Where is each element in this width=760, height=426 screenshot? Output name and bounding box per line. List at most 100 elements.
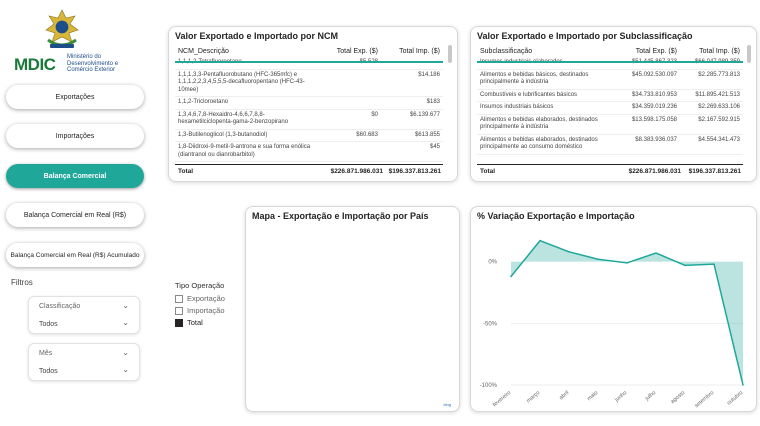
chevron-down-icon[interactable]: ⌄: [122, 365, 129, 374]
total-exp: $226.871.986.031: [330, 168, 383, 175]
table-row[interactable]: 1,1,1,2-Tetrafluoroetano$5.528: [175, 57, 443, 70]
filters-title: Filtros: [11, 278, 33, 287]
cell-description: 1,1,2-Tricloroetano: [175, 96, 319, 110]
cell-imp: $6.139.677: [381, 109, 443, 130]
nav-button-balanca-real[interactable]: Balança Comercial em Real (R$): [6, 203, 144, 227]
x-tick-label: abril: [558, 390, 570, 401]
x-tick-label: outubro: [726, 390, 744, 407]
nav-button-importacoes[interactable]: Importações: [6, 124, 144, 148]
map-attribution[interactable]: bing: [443, 402, 451, 407]
cell-description: 1,8-Diidroxi-9-metil-9-antrona e sua for…: [175, 141, 319, 162]
cell-imp: $4.554.341.473: [680, 134, 743, 155]
data-point: [742, 384, 744, 386]
scrollbar[interactable]: [747, 45, 751, 63]
column-header-ncm[interactable]: NCM_Descrição: [178, 48, 229, 55]
table-row[interactable]: 1,8-Diidroxi-9-metil-9-antrona e sua for…: [175, 141, 443, 162]
chevron-down-icon[interactable]: ⌄: [122, 348, 129, 357]
cell-exp: $60.683: [319, 129, 381, 142]
cell-imp: $2.285.773.813: [680, 69, 743, 90]
y-tick-label: 0%: [488, 260, 497, 266]
column-header-total-exp[interactable]: Total Exp. ($): [635, 48, 677, 55]
variation-area-chart[interactable]: 0% -50% -100%fevereiro março abril maio junho j…: [471, 225, 756, 410]
total-label: Total: [178, 168, 194, 175]
logo-brand: MDIC: [14, 55, 56, 74]
coat-of-arms-icon: [45, 9, 79, 48]
table-row[interactable]: Insumos industriais básicos $34.359.019.2…: [477, 101, 743, 115]
cell-exp: $34.359.019.236: [617, 101, 680, 115]
data-point: [655, 252, 657, 254]
chevron-down-icon[interactable]: ⌄: [122, 301, 129, 310]
scrollbar[interactable]: [448, 45, 452, 63]
x-tick-label: maio: [586, 390, 599, 402]
cell-imp: $183: [381, 96, 443, 110]
total-imp: $196.337.813.261: [688, 168, 741, 175]
ncm-table: NCM_Descrição Total Exp. ($) Total Imp. …: [175, 46, 443, 162]
ncm-table-card: Valor Exportado e Importado por NCM NCM_…: [168, 26, 458, 182]
column-header-total-imp[interactable]: Total Imp. ($): [699, 48, 740, 55]
tipo-operacao-slicer: Tipo Operação Exportação Importação Tota…: [175, 281, 225, 330]
nav-button-balanca-comercial[interactable]: Balança Comercial: [6, 164, 144, 188]
cell-imp: $2.269.633.106: [680, 101, 743, 115]
cell-subclass: Alimentos e bebidas elaborados, destinad…: [477, 134, 617, 155]
cell-exp: $13.598.175.058: [617, 114, 680, 135]
table-row[interactable]: 1,3-Butilenoglicol (1,3-butanodiol) $60.6…: [175, 129, 443, 142]
tipo-item-label: Exportação: [187, 294, 225, 303]
cell-subclass: Insumos industriais básicos: [477, 101, 617, 115]
mes-filter[interactable]: Mês ⌄ Todos ⌄: [28, 343, 140, 381]
total-row: Total $226.871.986.031 $196.337.813.261: [175, 164, 443, 178]
checkbox[interactable]: [175, 318, 183, 327]
tipo-item-importacao[interactable]: Importação: [175, 306, 225, 315]
cell-subclass: Alimentos e bebidas básicos, destinados …: [477, 69, 617, 90]
column-header-total-exp[interactable]: Total Exp. ($): [336, 48, 378, 55]
mdic-logo: MDIC Ministério do Desenvolvimento e Com…: [14, 8, 124, 76]
cell-imp: $11.895.421.513: [680, 89, 743, 102]
table-row[interactable]: Alimentos e bebidas elaborados, destinad…: [477, 114, 743, 135]
map-card: Mapa - Exportação e Importação por País …: [245, 206, 460, 412]
nav-button-balanca-real-acumulado[interactable]: Balança Comercial em Real (R$) Acumulado: [6, 243, 144, 267]
tipo-item-total[interactable]: Total: [175, 318, 225, 327]
cell-imp: $2.167.592.915: [680, 114, 743, 135]
chart-title: % Variação Exportação e Importação: [477, 211, 635, 221]
table-row[interactable]: Alimentos e bebidas elaborados, destinad…: [477, 134, 743, 155]
tipo-item-exportacao[interactable]: Exportação: [175, 294, 225, 303]
cell-subclass: Combustíveis e lubrificantes básicos: [477, 89, 617, 102]
data-point: [684, 264, 686, 267]
y-tick-label: -100%: [480, 383, 498, 389]
table-row[interactable]: 1,1,1,3,3-Pentafluorobutano (HFC-365mfc)…: [175, 69, 443, 97]
cell-exp: $51.445.867.323: [617, 57, 680, 70]
series-area: [511, 240, 743, 385]
table-row[interactable]: Combustíveis e lubrificantes básicos $34.…: [477, 89, 743, 102]
classificacao-value[interactable]: Todos: [39, 321, 58, 328]
checkbox[interactable]: [175, 294, 183, 303]
checkbox[interactable]: [175, 306, 183, 315]
subclass-table-title: Valor Exportado e Importado por Subclass…: [477, 31, 693, 41]
subclass-table-card: Valor Exportado e Importado por Subclass…: [470, 26, 757, 182]
table-row[interactable]: Insumos industriais elaborados$51.445.86…: [477, 57, 743, 70]
table-row[interactable]: 1,3,4,6,7,8-Hexaidro-4,6,6,7,8,8-hexamet…: [175, 109, 443, 130]
cell-exp: $8.383.936.037: [617, 134, 680, 155]
mes-value[interactable]: Todos: [39, 368, 58, 375]
classificacao-filter[interactable]: Classificação ⌄ Todos ⌄: [28, 296, 140, 334]
tipo-item-label: Total: [187, 318, 203, 327]
header-underline: [477, 61, 743, 63]
cell-imp: $45: [381, 141, 443, 162]
data-point: [597, 258, 599, 260]
cell-exp: [319, 141, 381, 162]
table-row[interactable]: 1,1,2-Tricloroetano $183: [175, 96, 443, 110]
data-point: [539, 239, 541, 242]
nav-button-exportacoes[interactable]: Exportações: [6, 85, 144, 109]
logo-subtitle: Ministério do Desenvolvimento e Comércio…: [67, 54, 119, 73]
column-header-total-imp[interactable]: Total Imp. ($): [399, 48, 440, 55]
cell-imp: $66.047.989.359: [680, 57, 743, 70]
cell-exp: [319, 69, 381, 97]
x-tick-label: setembro: [694, 390, 715, 409]
ncm-table-title: Valor Exportado e Importado por NCM: [175, 31, 339, 41]
total-imp: $196.337.813.261: [388, 168, 441, 175]
chevron-down-icon[interactable]: ⌄: [122, 318, 129, 327]
classificacao-label: Classificação: [39, 303, 81, 310]
x-tick-label: junho: [613, 390, 628, 404]
tipo-item-label: Importação: [187, 306, 225, 315]
table-row[interactable]: Alimentos e bebidas básicos, destinados …: [477, 69, 743, 90]
header-underline: [175, 61, 443, 63]
column-header-subclass[interactable]: Subclassificação: [480, 48, 533, 55]
